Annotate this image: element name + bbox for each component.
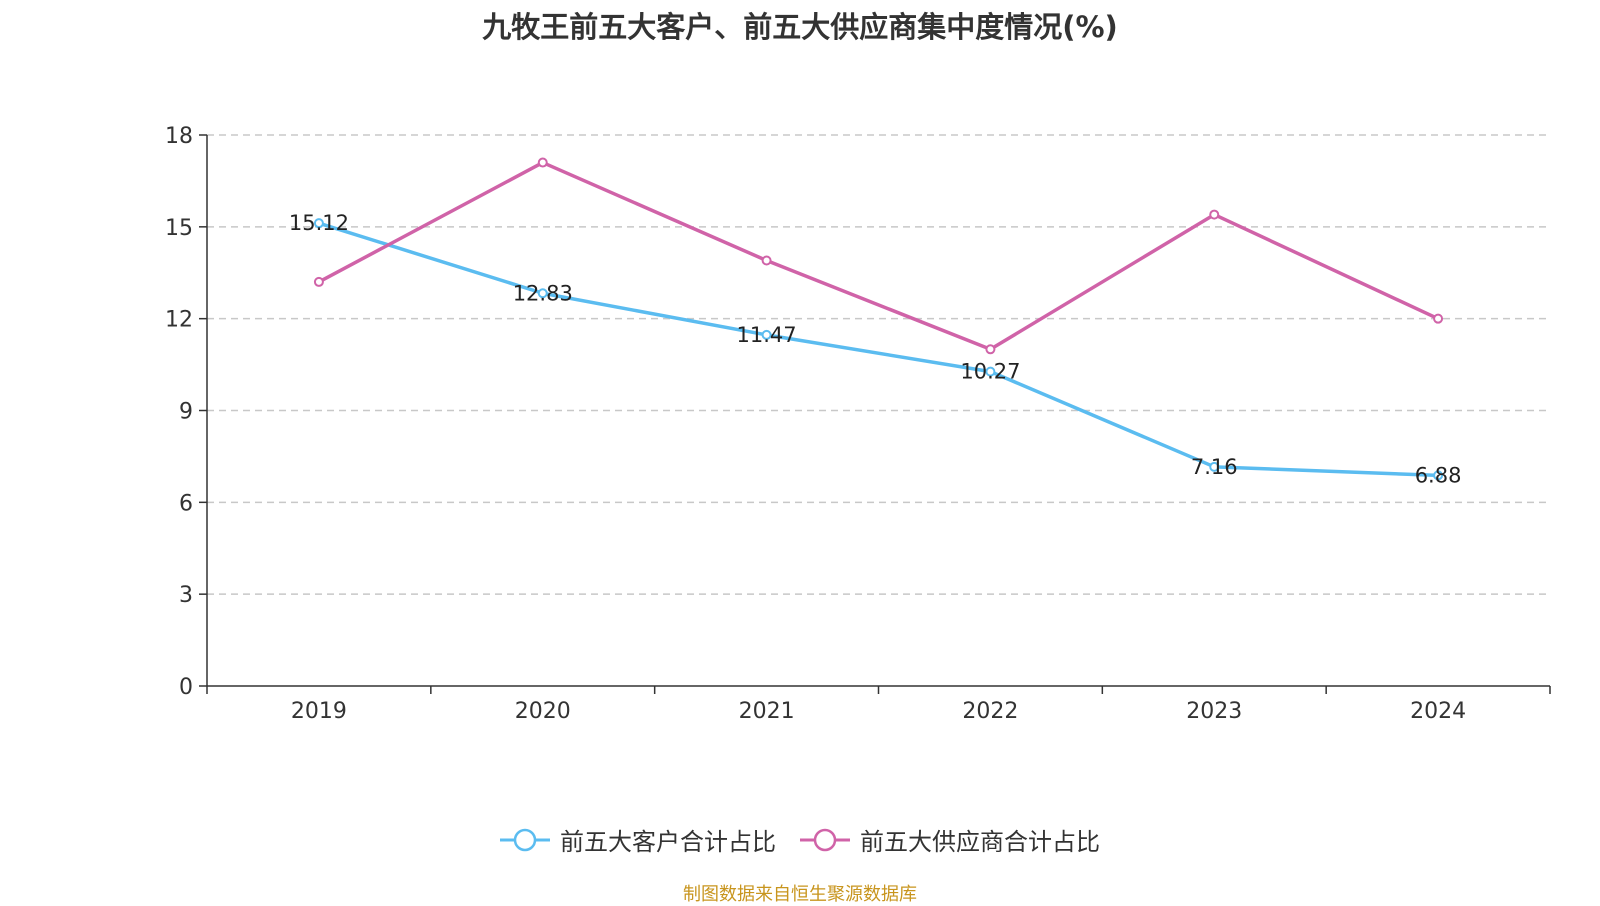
data-point-1 bbox=[1209, 209, 1220, 220]
data-point-0 bbox=[985, 366, 996, 377]
data-point-1 bbox=[985, 344, 996, 355]
data-label: 15.12 bbox=[289, 211, 349, 235]
y-tick-label: 15 bbox=[165, 216, 193, 241]
y-tick-label: 9 bbox=[179, 400, 193, 425]
data-source-note: 制图数据来自恒生聚源数据库 bbox=[683, 884, 917, 905]
data-point-1 bbox=[313, 276, 324, 287]
series-line-0 bbox=[318, 221, 1439, 478]
data-label: 10.27 bbox=[960, 360, 1020, 384]
legend-marker-suppliers-icon bbox=[800, 828, 850, 851]
x-tick-label: 2024 bbox=[1410, 699, 1466, 724]
legend: 前五大客户合计占比 前五大供应商合计占比 bbox=[0, 822, 1600, 857]
x-tick-label: 2019 bbox=[291, 699, 347, 724]
y-tick-label: 12 bbox=[165, 308, 193, 333]
data-point-0 bbox=[1209, 461, 1220, 472]
legend-label-customers: 前五大客户合计占比 bbox=[560, 828, 776, 856]
data-label: 12.83 bbox=[513, 281, 573, 305]
x-tick-label: 2021 bbox=[739, 699, 795, 724]
data-label: 6.88 bbox=[1415, 463, 1462, 487]
chart-title: 九牧王前五大客户、前五大供应商集中度情况(%) bbox=[482, 10, 1118, 44]
y-tick-label: 18 bbox=[165, 124, 193, 149]
legend-item-customers[interactable]: 前五大客户合计占比 bbox=[500, 822, 776, 857]
y-tick-label: 6 bbox=[179, 491, 193, 516]
data-point-0 bbox=[761, 329, 772, 340]
y-tick-label: 0 bbox=[179, 675, 193, 700]
legend-item-suppliers[interactable]: 前五大供应商合计占比 bbox=[800, 822, 1100, 857]
data-label: 7.16 bbox=[1191, 455, 1238, 479]
data-point-1 bbox=[761, 255, 772, 266]
data-point-0 bbox=[1433, 470, 1444, 481]
data-point-0 bbox=[537, 288, 548, 299]
legend-label-suppliers: 前五大供应商合计占比 bbox=[860, 828, 1100, 856]
x-tick-label: 2023 bbox=[1186, 699, 1242, 724]
x-tick-label: 2020 bbox=[515, 699, 571, 724]
data-point-0 bbox=[313, 218, 324, 229]
data-point-1 bbox=[537, 157, 548, 168]
y-tick-label: 3 bbox=[179, 583, 193, 608]
series-line-1 bbox=[318, 160, 1439, 352]
data-label: 11.47 bbox=[737, 323, 797, 347]
data-point-1 bbox=[1433, 313, 1444, 324]
legend-marker-customers-icon bbox=[500, 828, 550, 851]
x-tick-label: 2022 bbox=[962, 699, 1018, 724]
